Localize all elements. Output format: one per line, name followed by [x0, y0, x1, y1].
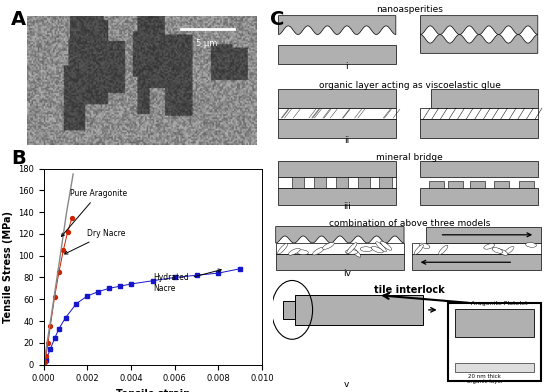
Text: ii: ii — [344, 136, 349, 145]
Bar — [295, 295, 423, 325]
Ellipse shape — [323, 242, 334, 249]
Ellipse shape — [347, 243, 357, 254]
Bar — [278, 119, 396, 138]
Text: i: i — [346, 62, 348, 71]
Bar — [412, 254, 541, 270]
Bar — [412, 243, 541, 254]
Ellipse shape — [296, 250, 308, 255]
Ellipse shape — [484, 244, 495, 249]
Bar — [278, 45, 396, 64]
Ellipse shape — [350, 247, 361, 257]
Bar — [519, 181, 534, 188]
Polygon shape — [276, 227, 404, 243]
Polygon shape — [278, 16, 396, 34]
Text: 20 nm thick
organic layer: 20 nm thick organic layer — [467, 374, 503, 385]
Bar — [276, 254, 404, 270]
Ellipse shape — [414, 245, 423, 254]
Bar — [292, 177, 305, 188]
Text: organic layer acting as viscoelastic glue: organic layer acting as viscoelastic glu… — [318, 81, 501, 90]
Ellipse shape — [419, 243, 430, 249]
Bar — [420, 119, 538, 138]
Text: nanoasperities: nanoasperities — [376, 5, 443, 14]
Ellipse shape — [312, 247, 324, 255]
Bar — [420, 108, 538, 119]
Ellipse shape — [526, 243, 537, 247]
Ellipse shape — [371, 247, 383, 253]
Text: iii: iii — [343, 202, 351, 211]
Ellipse shape — [497, 249, 508, 255]
Ellipse shape — [288, 248, 300, 255]
Bar — [454, 363, 534, 372]
Text: Pure Aragonite: Pure Aragonite — [62, 189, 127, 236]
Bar — [278, 89, 396, 108]
Bar — [448, 181, 463, 188]
Bar — [278, 161, 396, 177]
Text: iv: iv — [343, 269, 351, 278]
Bar — [420, 188, 538, 205]
Bar — [429, 181, 443, 188]
Text: Aragonite Platelet: Aragonite Platelet — [471, 301, 527, 306]
Bar — [276, 243, 404, 254]
X-axis label: Tensile strain: Tensile strain — [116, 389, 190, 392]
Bar — [278, 108, 396, 119]
Bar — [283, 301, 295, 319]
Text: B: B — [11, 149, 26, 168]
Bar — [278, 177, 396, 188]
Bar — [379, 177, 392, 188]
Text: Hydrated
Nacre: Hydrated Nacre — [153, 269, 221, 292]
Text: 5 μm: 5 μm — [196, 39, 218, 48]
Bar — [420, 161, 538, 177]
Y-axis label: Tensile Stress (MPa): Tensile Stress (MPa) — [3, 211, 13, 323]
Ellipse shape — [504, 247, 514, 254]
Text: tile interlock: tile interlock — [374, 285, 445, 296]
Ellipse shape — [492, 248, 503, 253]
Text: v: v — [344, 380, 349, 389]
Bar — [314, 177, 327, 188]
Polygon shape — [420, 16, 538, 34]
Ellipse shape — [277, 243, 288, 254]
Text: combination of above three models: combination of above three models — [329, 219, 490, 228]
Bar — [336, 177, 348, 188]
Ellipse shape — [381, 241, 391, 250]
Bar — [358, 177, 370, 188]
Bar — [470, 181, 485, 188]
Ellipse shape — [438, 245, 448, 255]
Ellipse shape — [346, 250, 358, 254]
Text: C: C — [270, 10, 284, 29]
Text: Dry Nacre: Dry Nacre — [64, 229, 126, 254]
Bar — [426, 227, 541, 243]
Text: A: A — [11, 10, 26, 29]
Bar — [448, 303, 541, 381]
Text: mineral bridge: mineral bridge — [376, 153, 443, 162]
Ellipse shape — [360, 247, 372, 252]
Bar — [454, 309, 534, 337]
Bar — [494, 181, 509, 188]
Ellipse shape — [376, 242, 387, 252]
Bar — [431, 89, 538, 108]
Bar — [278, 188, 396, 205]
Polygon shape — [420, 34, 538, 53]
